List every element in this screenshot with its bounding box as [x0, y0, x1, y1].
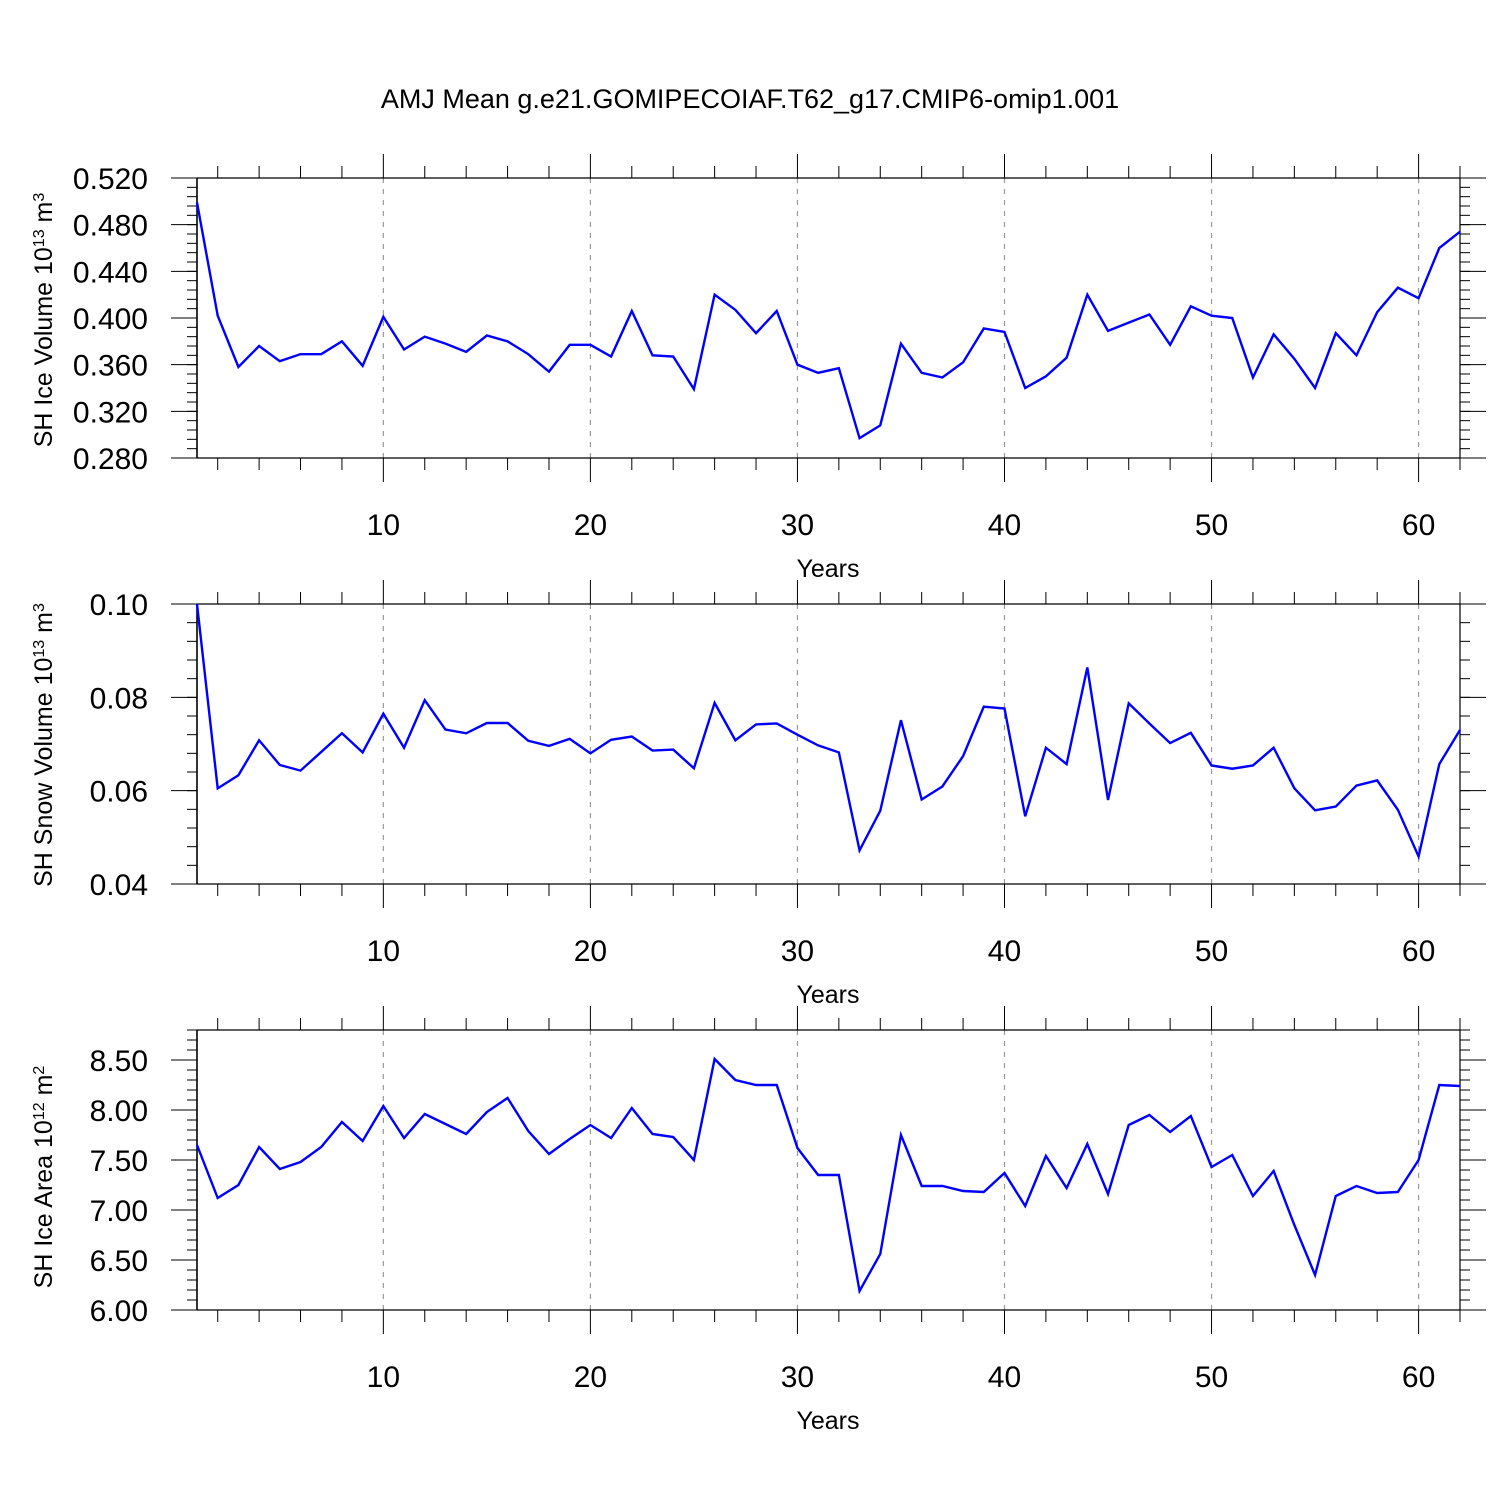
x-tick-label: 50 — [1195, 1361, 1228, 1394]
x-tick-label: 30 — [781, 935, 814, 968]
panel-sh-ice-volume: 10 20 30 40 50 60 0.280 0.320 0.360 0.400 0.440 0.4… — [30, 154, 1486, 583]
x-tick-label: 40 — [988, 1361, 1021, 1394]
chart-title: AMJ Mean g.e21.GOMIPECOIAF.T62_g17.CMIP6… — [380, 84, 1120, 114]
y-tick-label: 0.10 — [90, 589, 148, 622]
series-line — [195, 202, 1461, 441]
y-tick-label: 8.00 — [90, 1095, 148, 1128]
x-tick-label: 50 — [1195, 935, 1228, 968]
panel-sh-ice-area: 10 20 30 40 50 60 6.00 6.50 7.00 7.50 8.00 8.50 SH … — [30, 1006, 1486, 1435]
x-tick-label: 40 — [988, 509, 1021, 542]
series-line — [195, 1056, 1461, 1295]
y-axis-label: SH Ice Area 1012 m2 — [30, 1066, 58, 1289]
y-tick-label: 6.50 — [90, 1245, 148, 1278]
x-axis-label: Years — [796, 1407, 859, 1435]
y-tick-label: 0.280 — [73, 443, 148, 476]
y-axis-label: SH Ice Volume 1013 m3 — [30, 193, 58, 448]
y-tick-label: 0.360 — [73, 350, 148, 383]
x-axis-label: Years — [796, 981, 859, 1009]
y-tick-label: 0.06 — [90, 776, 148, 809]
y-tick-label: 8.50 — [90, 1045, 148, 1078]
x-tick-label: 20 — [574, 1361, 607, 1394]
x-tick-label: 20 — [574, 935, 607, 968]
y-tick-label: 0.520 — [73, 163, 148, 196]
y-tick-label: 0.04 — [90, 869, 148, 902]
y-tick-label: 7.50 — [90, 1145, 148, 1178]
x-tick-label: 30 — [781, 509, 814, 542]
y-tick-label: 6.00 — [90, 1295, 148, 1328]
y-tick-label: 0.400 — [73, 303, 148, 336]
x-tick-label: 60 — [1402, 509, 1435, 542]
x-tick-label: 30 — [781, 1361, 814, 1394]
panel-sh-snow-volume: 10 20 30 40 50 60 0.04 0.06 0.08 0.10 SH Snow Vol… — [30, 580, 1486, 1009]
x-tick-label: 20 — [574, 509, 607, 542]
y-tick-label: 7.00 — [90, 1195, 148, 1228]
y-tick-label: 0.320 — [73, 396, 148, 429]
x-tick-label: 50 — [1195, 509, 1228, 542]
y-tick-label: 0.08 — [90, 682, 148, 715]
x-tick-label: 60 — [1402, 1361, 1435, 1394]
x-axis-label: Years — [796, 555, 859, 583]
y-axis-label: SH Snow Volume 1013 m3 — [30, 603, 58, 887]
x-tick-label: 60 — [1402, 935, 1435, 968]
x-tick-label: 40 — [988, 935, 1021, 968]
x-tick-label: 10 — [367, 509, 400, 542]
x-tick-label: 10 — [367, 1361, 400, 1394]
series-line — [195, 603, 1462, 861]
x-tick-label: 10 — [367, 935, 400, 968]
y-tick-label: 0.440 — [73, 256, 148, 289]
y-tick-label: 0.480 — [73, 210, 148, 243]
